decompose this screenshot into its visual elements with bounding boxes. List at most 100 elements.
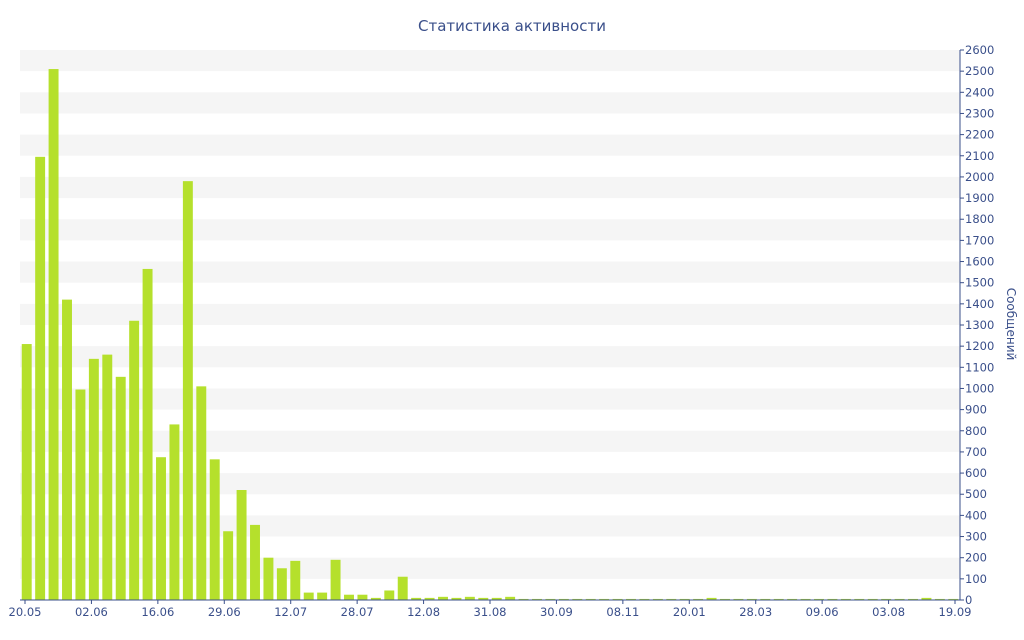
bar	[276, 568, 287, 600]
x-tick-label: 28.07	[341, 605, 374, 619]
bar	[330, 559, 341, 600]
x-tick-label: 20.05	[9, 605, 42, 619]
bar	[572, 598, 583, 600]
bar	[384, 590, 395, 600]
grid-band	[20, 430, 960, 452]
bar	[652, 598, 663, 600]
bar	[236, 490, 247, 600]
bar	[908, 598, 918, 600]
bar	[115, 376, 126, 600]
bar	[894, 598, 905, 600]
bar	[88, 358, 99, 600]
y-tick-label: 0	[965, 593, 972, 607]
y-axis-label: Сообщений	[1004, 288, 1018, 361]
bar	[921, 597, 932, 600]
y-tick-label: 1000	[965, 381, 994, 395]
bar	[626, 598, 636, 600]
y-tick-label: 2600	[965, 43, 994, 57]
x-tick-label: 08.11	[606, 605, 639, 619]
bar	[800, 598, 811, 600]
x-tick-label: 16.06	[141, 605, 174, 619]
chart-title: Статистика активности	[418, 17, 606, 35]
bar	[827, 598, 838, 600]
grid-band	[20, 92, 960, 114]
y-tick-label: 1900	[965, 191, 994, 205]
bar	[357, 594, 368, 600]
bar	[62, 299, 72, 600]
bar	[411, 597, 422, 600]
bar	[760, 598, 771, 600]
x-tick-labels: 20.05 02.06 16.06 29.06 12.07 28.07 12.08 31.08…	[9, 600, 971, 619]
bar	[948, 598, 959, 600]
grid-band	[20, 134, 960, 156]
bar	[263, 557, 274, 600]
bar	[250, 524, 260, 600]
grid-band	[20, 346, 960, 368]
bar	[21, 344, 32, 600]
y-tick-label: 1600	[965, 255, 994, 269]
bar	[639, 598, 650, 600]
bar	[706, 597, 717, 600]
x-tick-label: 29.06	[208, 605, 241, 619]
bar	[75, 389, 86, 600]
grid-band	[20, 176, 960, 199]
bar	[464, 596, 475, 600]
bar	[478, 597, 489, 600]
y-tick-label: 2300	[965, 106, 994, 120]
y-tick-label: 1800	[965, 212, 994, 226]
y-tick-label: 1400	[965, 297, 994, 311]
bar	[156, 457, 166, 600]
bar	[612, 598, 623, 600]
bar	[196, 386, 207, 600]
grid-band	[20, 303, 960, 325]
bar	[746, 598, 757, 600]
x-tick-label: 20.01	[673, 605, 706, 619]
bar	[733, 598, 744, 600]
bar	[102, 354, 113, 600]
x-tick-label: 28.03	[739, 605, 772, 619]
bar	[424, 597, 435, 600]
y-tick-label: 300	[965, 530, 987, 544]
y-tick-label: 700	[965, 445, 987, 459]
y-tick-labels: 0 100 200 300 400 500 600 700 800 900 1000 1100 1200…	[960, 43, 994, 607]
x-tick-label: 03.08	[872, 605, 905, 619]
bar	[438, 596, 448, 600]
bar	[505, 596, 516, 600]
bar	[518, 598, 529, 600]
bar	[720, 598, 730, 600]
y-tick-label: 600	[965, 466, 987, 480]
y-tick-label: 900	[965, 403, 987, 417]
bars	[21, 69, 959, 601]
grid-band	[20, 219, 960, 241]
bar	[48, 69, 59, 601]
bar	[773, 598, 784, 600]
bar	[558, 598, 569, 600]
x-tick-label: 09.06	[806, 605, 839, 619]
y-tick-label: 1300	[965, 318, 994, 332]
bar	[679, 598, 690, 600]
bar	[370, 597, 381, 600]
y-tick-label: 2200	[965, 128, 994, 142]
bar	[303, 592, 314, 600]
y-tick-label: 1200	[965, 339, 994, 353]
bar	[35, 156, 46, 600]
y-tick-label: 2500	[965, 64, 994, 78]
y-tick-label: 1700	[965, 233, 994, 247]
bar	[451, 597, 462, 600]
y-tick-label: 2000	[965, 170, 994, 184]
y-tick-label: 500	[965, 487, 987, 501]
y-tick-label: 200	[965, 551, 987, 565]
bar	[317, 592, 328, 600]
bar	[787, 598, 798, 600]
bar	[169, 424, 180, 600]
bar	[693, 598, 704, 600]
bar	[545, 598, 556, 600]
bar	[209, 459, 220, 600]
x-tick-label: 30.09	[540, 605, 573, 619]
bar	[934, 598, 945, 600]
bar	[223, 531, 234, 600]
x-tick-label: 02.06	[75, 605, 108, 619]
bar	[182, 181, 193, 600]
y-tick-label: 1500	[965, 276, 994, 290]
